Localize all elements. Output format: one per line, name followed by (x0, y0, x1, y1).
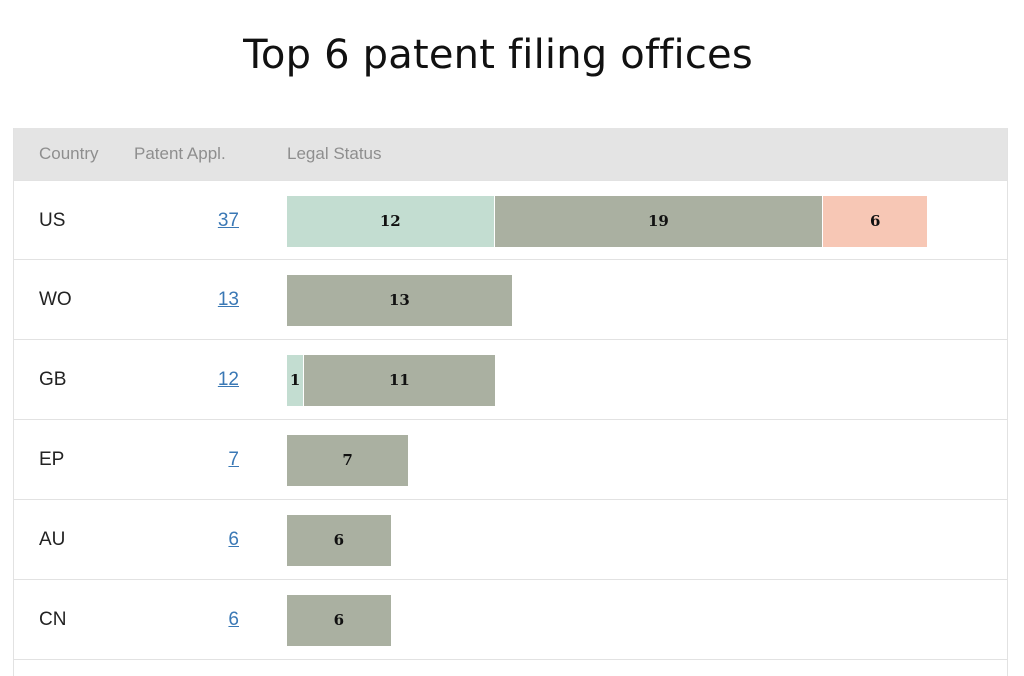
bar-segment-grey: 7 (287, 435, 409, 486)
patent-count-link[interactable]: 6 (228, 529, 239, 550)
legal-status-bar: 6 (287, 515, 987, 566)
table-row: CN 6 6 (14, 580, 1007, 660)
table-row: US 37 12 19 6 (14, 180, 1007, 260)
table-row: EP 7 7 (14, 420, 1007, 500)
country-code: CN (39, 609, 67, 630)
legal-status-bar: 6 (287, 595, 987, 646)
bar-segment-grey: 6 (287, 515, 391, 566)
country-code: AU (39, 529, 66, 550)
bar-segment-teal: 12 (287, 196, 494, 247)
table-header: Country Patent Appl. Legal Status (14, 128, 1007, 180)
bar-segment-grey: 19 (494, 196, 823, 247)
country-code: EP (39, 449, 65, 470)
legal-status-bar: 7 (287, 435, 987, 486)
patent-count-link[interactable]: 13 (217, 289, 239, 310)
page-title: Top 6 patent filing offices (243, 32, 753, 78)
patent-table: Country Patent Appl. Legal Status US 37 12… (13, 128, 1008, 676)
legal-status-bar: 13 (287, 275, 987, 326)
bar-segment-grey: 13 (287, 275, 512, 326)
country-code: GB (39, 369, 67, 390)
patent-count-link[interactable]: 6 (228, 609, 239, 630)
legal-status-bar: 12 19 6 (287, 196, 987, 247)
country-code: WO (39, 289, 72, 310)
bar-segment-salmon: 6 (823, 196, 928, 247)
header-legal-status: Legal Status (287, 144, 382, 163)
table-row: WO 13 13 (14, 260, 1007, 340)
bar-segment-teal: 1 (287, 355, 304, 406)
legal-status-bar: 1 11 (287, 355, 987, 406)
header-country: Country (39, 144, 99, 163)
patent-count-link[interactable]: 37 (217, 210, 239, 231)
bar-segment-grey: 11 (304, 355, 495, 406)
header-patent-appl: Patent Appl. (134, 144, 226, 163)
table-row: AU 6 6 (14, 500, 1007, 580)
country-code: US (39, 210, 66, 231)
patent-count-link[interactable]: 12 (217, 369, 239, 390)
table-row: GB 12 1 11 (14, 340, 1007, 420)
patent-count-link[interactable]: 7 (228, 449, 239, 470)
bar-segment-grey: 6 (287, 595, 391, 646)
